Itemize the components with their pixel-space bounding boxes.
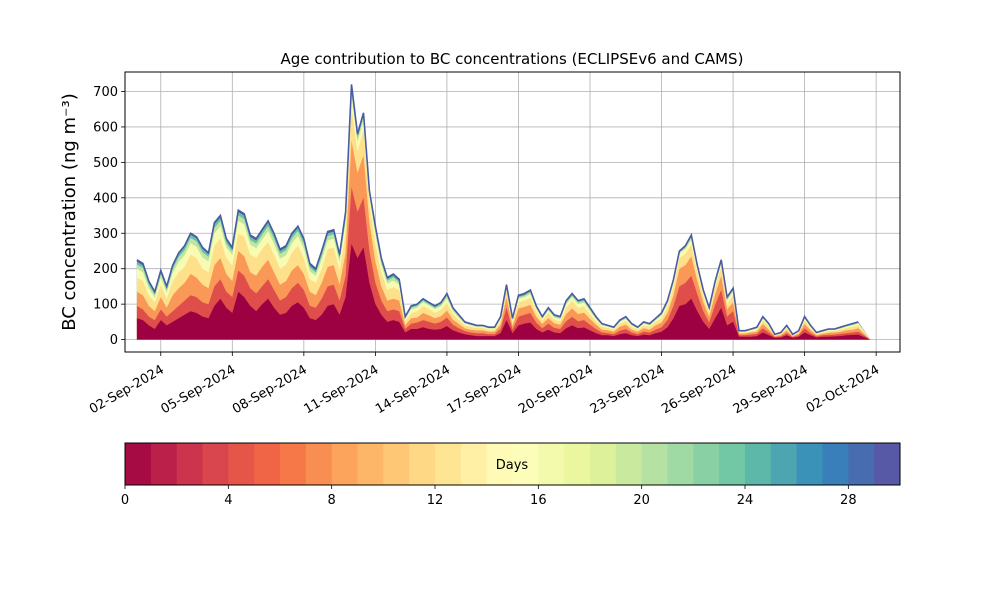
colorbar-level: [693, 443, 720, 485]
total-concentration-line: [136, 84, 859, 336]
colorbar-tick-label: 24: [737, 493, 754, 508]
y-tick-label: 600: [93, 120, 118, 135]
colorbar-level: [357, 443, 384, 485]
colorbar-level: [796, 443, 823, 485]
y-axis-ticks: 0 100 200 300 400 500 600 700: [93, 85, 125, 348]
colorbar-tick-label: 20: [633, 493, 650, 508]
colorbar-level: [460, 443, 488, 485]
colorbar-tick-label: 12: [427, 493, 444, 508]
colorbar-level: [409, 443, 436, 485]
colorbar-label: Days: [496, 458, 529, 473]
y-tick-label: 200: [93, 262, 118, 277]
chart-title: Age contribution to BC concentrations (E…: [281, 50, 744, 68]
colorbar-tick-label: 0: [121, 493, 129, 508]
colorbar-level: [719, 443, 746, 485]
colorbar-level: [331, 443, 358, 485]
colorbar-level: [590, 443, 617, 485]
colorbar-tick-label: 8: [328, 493, 336, 508]
colorbar-level: [822, 443, 849, 485]
y-tick-label: 500: [93, 156, 118, 171]
colorbar-level: [874, 443, 901, 485]
colorbar-level: [564, 443, 591, 485]
y-tick-label: 100: [93, 298, 118, 313]
stacked-age-areas: [136, 84, 871, 340]
colorbar-level: [745, 443, 772, 485]
y-axis-label: BC concentration (ng m⁻³): [59, 93, 80, 331]
colorbar-tick-label: 4: [224, 493, 232, 508]
y-tick-label: 300: [93, 227, 118, 242]
colorbar-frame: [124, 442, 901, 486]
colorbar-level: [641, 443, 668, 485]
colorbar-level: [150, 443, 178, 485]
colorbar-level: [176, 443, 203, 485]
colorbar-level: [228, 443, 255, 485]
colorbar-level: [202, 443, 229, 485]
colorbar-tick-label: 28: [840, 493, 857, 508]
colorbar-tick-label: 16: [530, 493, 547, 508]
colorbar-level: [125, 443, 152, 485]
colorbar-level: [435, 443, 462, 485]
y-tick-label: 0: [110, 333, 118, 348]
colorbar-level: [512, 443, 539, 485]
y-tick-label: 400: [93, 191, 118, 206]
colorbar-ticks: 0 4 8 12 16 20 24 28: [121, 485, 857, 508]
colorbar-level: [305, 443, 333, 485]
colorbar-level: [848, 443, 875, 485]
colorbar-level: [615, 443, 643, 485]
age-band-0-days: [136, 243, 871, 340]
plot-frame: [124, 71, 901, 353]
colorbar-level: [254, 443, 281, 485]
colorbar-level: [280, 443, 307, 485]
colorbar-level: [538, 443, 565, 485]
y-tick-label: 700: [93, 85, 118, 100]
colorbar-level: [667, 443, 694, 485]
colorbar-level: [770, 443, 798, 485]
colorbar-level: [383, 443, 410, 485]
age-band-4-days: [136, 187, 871, 340]
colorbar-level: [486, 443, 513, 485]
colorbar: [125, 443, 901, 485]
